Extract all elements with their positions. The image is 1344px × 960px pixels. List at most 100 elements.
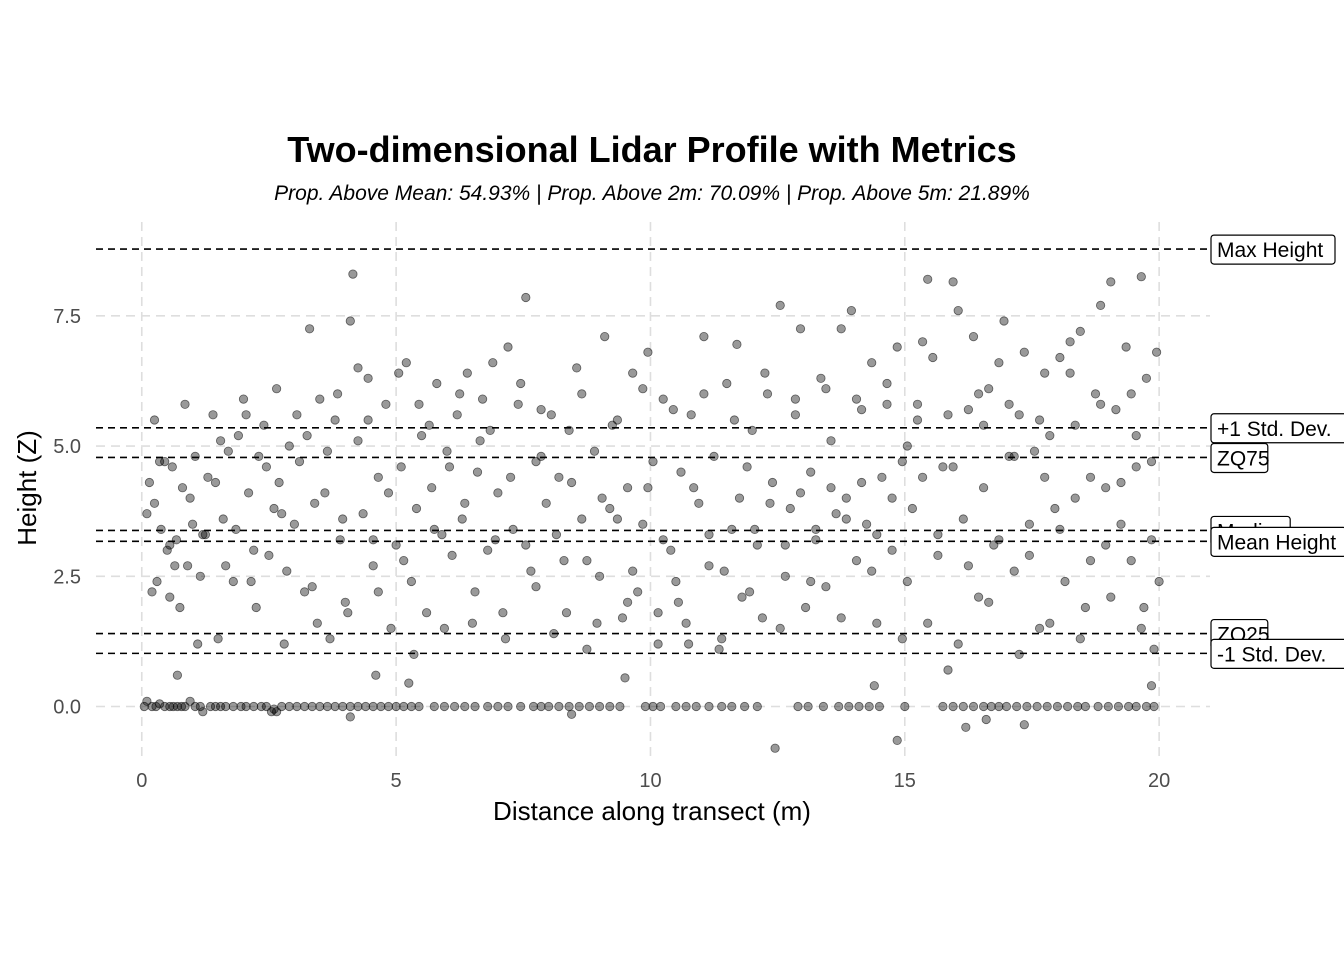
data-point <box>699 331 709 342</box>
data-point <box>821 384 831 394</box>
data-point <box>269 503 279 514</box>
y-axis-ticks: 0.0 2.5 5.0 7.5 <box>53 306 81 719</box>
data-point <box>577 514 587 524</box>
data-point <box>549 628 559 639</box>
data-point <box>155 456 165 467</box>
data-point <box>452 410 462 420</box>
data-point <box>1014 410 1024 420</box>
data-point <box>938 701 948 712</box>
data-point <box>653 608 663 618</box>
data-point <box>841 493 851 503</box>
data-point <box>984 384 994 394</box>
data-point <box>869 681 879 691</box>
data-point <box>233 430 243 441</box>
data-point <box>1146 681 1157 691</box>
data-point <box>394 368 404 378</box>
grid-lines <box>96 222 1210 756</box>
data-point <box>516 701 526 712</box>
data-point <box>795 324 806 334</box>
data-point <box>345 316 355 326</box>
data-point <box>561 608 572 618</box>
data-point <box>628 566 638 576</box>
data-point <box>760 368 770 378</box>
reference-line-label: Max Height <box>1210 234 1336 265</box>
data-point <box>739 701 750 712</box>
data-point <box>185 493 195 503</box>
data-point <box>414 701 424 712</box>
data-point <box>363 373 373 383</box>
data-point <box>559 555 569 566</box>
data-point <box>1065 368 1075 378</box>
data-point <box>162 545 172 555</box>
data-point <box>277 701 287 712</box>
data-point <box>994 701 1004 712</box>
data-point <box>269 704 279 714</box>
data-point <box>622 483 633 493</box>
data-point <box>483 701 493 712</box>
data-point <box>600 331 610 342</box>
data-point <box>887 493 897 503</box>
data-point <box>429 524 439 535</box>
data-point <box>294 456 305 467</box>
data-point <box>671 701 681 712</box>
data-point <box>1124 701 1134 712</box>
data-point <box>180 399 190 409</box>
data-point <box>1024 550 1035 561</box>
data-point <box>897 634 907 644</box>
data-point <box>284 701 294 712</box>
data-point <box>175 602 185 613</box>
label-box <box>1210 526 1344 557</box>
data-point <box>917 472 928 482</box>
data-point <box>249 545 259 555</box>
data-point <box>503 701 513 712</box>
data-point <box>780 571 790 581</box>
data-point <box>1004 399 1014 409</box>
data-point <box>864 701 874 712</box>
data-point <box>299 701 310 712</box>
data-point <box>307 582 317 592</box>
data-point <box>302 430 312 441</box>
data-point <box>498 608 508 618</box>
y-tick-label: 0.0 <box>53 697 81 719</box>
data-point <box>722 378 732 389</box>
data-point <box>841 514 851 524</box>
data-point <box>528 701 539 712</box>
data-point <box>612 514 623 524</box>
data-point <box>208 410 218 420</box>
data-point <box>1146 456 1157 467</box>
data-point <box>821 582 831 592</box>
data-point <box>368 561 378 571</box>
data-point <box>223 446 233 456</box>
data-point <box>681 701 691 712</box>
data-point <box>521 540 531 550</box>
data-point <box>597 493 607 503</box>
data-point <box>826 436 836 446</box>
data-point <box>933 550 943 561</box>
data-point <box>205 701 216 712</box>
data-point <box>195 571 205 581</box>
data-point <box>1131 701 1141 712</box>
data-point <box>882 378 892 389</box>
data-point <box>203 472 213 482</box>
data-point <box>844 701 854 712</box>
data-point <box>638 384 648 394</box>
data-point <box>1093 701 1103 712</box>
data-point <box>353 363 363 373</box>
data-point <box>1065 337 1075 347</box>
data-point <box>912 399 923 409</box>
data-point <box>923 618 933 628</box>
data-point <box>353 436 363 446</box>
data-point <box>391 701 401 712</box>
data-point <box>981 714 991 725</box>
reference-line-label: +1 Std. Dev. <box>1210 413 1344 444</box>
data-point <box>671 576 681 587</box>
data-point <box>277 509 287 519</box>
data-point <box>752 540 762 550</box>
data-point <box>460 701 470 712</box>
data-point <box>605 503 615 514</box>
data-point <box>188 519 198 529</box>
data-point <box>958 701 968 712</box>
data-point <box>683 639 694 649</box>
data-point <box>617 613 628 623</box>
data-point <box>264 550 274 561</box>
